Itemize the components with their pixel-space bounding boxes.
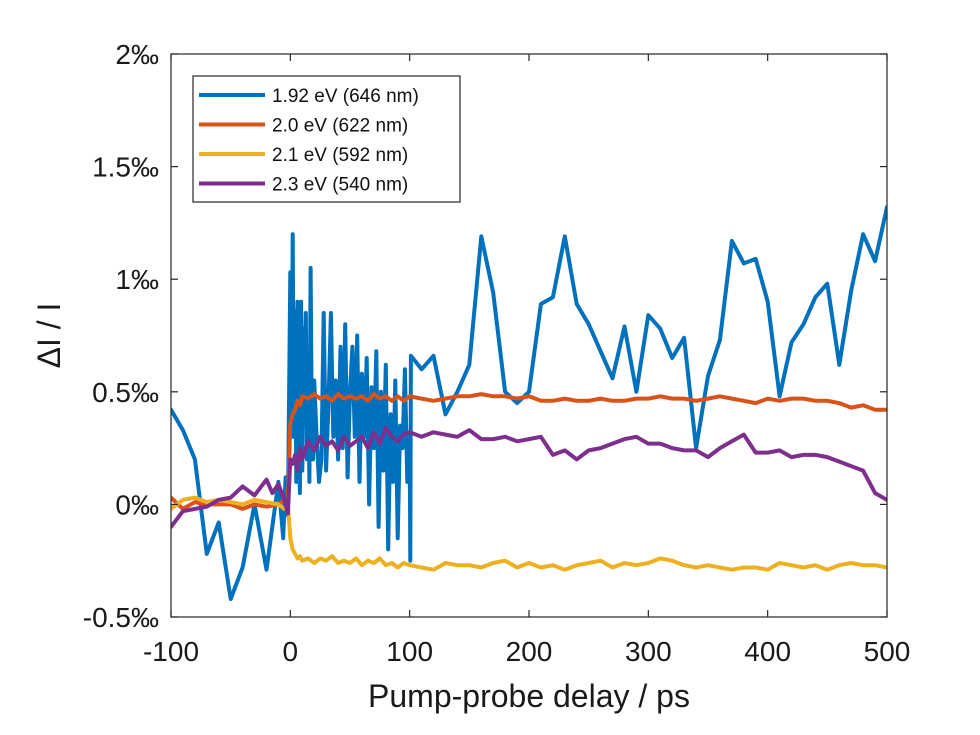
x-tick-label: 200 bbox=[506, 636, 553, 667]
x-tick-label: 100 bbox=[386, 636, 433, 667]
series-layer bbox=[171, 205, 887, 601]
y-tick-label: -0.5‰ bbox=[83, 602, 159, 633]
x-tick-label: 500 bbox=[864, 636, 911, 667]
legend-label-4: 2.3 eV (540 nm) bbox=[272, 175, 408, 196]
x-tick-label: 400 bbox=[744, 636, 791, 667]
legend-label-3: 2.1 eV (592 nm) bbox=[272, 145, 408, 166]
legend-label-1: 1.92 eV (646 nm) bbox=[272, 86, 419, 107]
x-axis-title: Pump-probe delay / ps bbox=[368, 678, 690, 714]
legend: 1.92 eV (646 nm) 2.0 eV (622 nm) 2.1 eV (5… bbox=[192, 75, 461, 203]
series-line-2 bbox=[171, 392, 887, 511]
y-tick-label: 1‰ bbox=[115, 264, 159, 295]
x-tick-label: -100 bbox=[143, 636, 199, 667]
y-tick-label: 1.5‰ bbox=[92, 152, 159, 183]
series-line-1 bbox=[171, 205, 887, 601]
y-tick-label: 0.5‰ bbox=[92, 377, 159, 408]
y-axis-title: ΔI / I bbox=[31, 303, 67, 369]
x-tick-label: 300 bbox=[625, 636, 672, 667]
tick-labels-layer: -100 0 100 200 300 400 500 -0.5‰ 0‰ 0.5‰ 1‰ 1.5‰ 2‰ bbox=[83, 39, 911, 667]
series-line-4 bbox=[171, 425, 887, 529]
ticks-layer bbox=[170, 53, 888, 618]
x-tick-label: 0 bbox=[283, 636, 299, 667]
y-tick-label: 2‰ bbox=[115, 39, 159, 70]
legend-label-2: 2.0 eV (622 nm) bbox=[272, 116, 408, 137]
y-tick-label: 0‰ bbox=[115, 489, 159, 520]
series-line-3 bbox=[171, 495, 887, 572]
